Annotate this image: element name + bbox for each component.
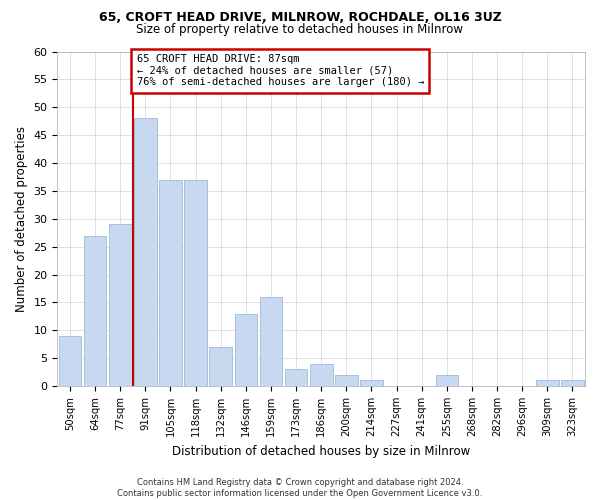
Bar bbox=[109, 224, 131, 386]
Bar bbox=[536, 380, 559, 386]
X-axis label: Distribution of detached houses by size in Milnrow: Distribution of detached houses by size … bbox=[172, 444, 470, 458]
Bar bbox=[285, 370, 307, 386]
Text: 65, CROFT HEAD DRIVE, MILNROW, ROCHDALE, OL16 3UZ: 65, CROFT HEAD DRIVE, MILNROW, ROCHDALE,… bbox=[98, 11, 502, 24]
Bar bbox=[561, 380, 584, 386]
Text: Size of property relative to detached houses in Milnrow: Size of property relative to detached ho… bbox=[137, 24, 464, 36]
Bar bbox=[235, 314, 257, 386]
Bar bbox=[260, 297, 282, 386]
Bar bbox=[360, 380, 383, 386]
Bar bbox=[84, 236, 106, 386]
Bar bbox=[159, 180, 182, 386]
Bar bbox=[184, 180, 207, 386]
Bar bbox=[335, 375, 358, 386]
Bar bbox=[310, 364, 332, 386]
Y-axis label: Number of detached properties: Number of detached properties bbox=[15, 126, 28, 312]
Bar bbox=[436, 375, 458, 386]
Bar bbox=[209, 347, 232, 386]
Text: Contains HM Land Registry data © Crown copyright and database right 2024.
Contai: Contains HM Land Registry data © Crown c… bbox=[118, 478, 482, 498]
Bar bbox=[134, 118, 157, 386]
Text: 65 CROFT HEAD DRIVE: 87sqm
← 24% of detached houses are smaller (57)
76% of semi: 65 CROFT HEAD DRIVE: 87sqm ← 24% of deta… bbox=[137, 54, 424, 88]
Bar bbox=[59, 336, 81, 386]
